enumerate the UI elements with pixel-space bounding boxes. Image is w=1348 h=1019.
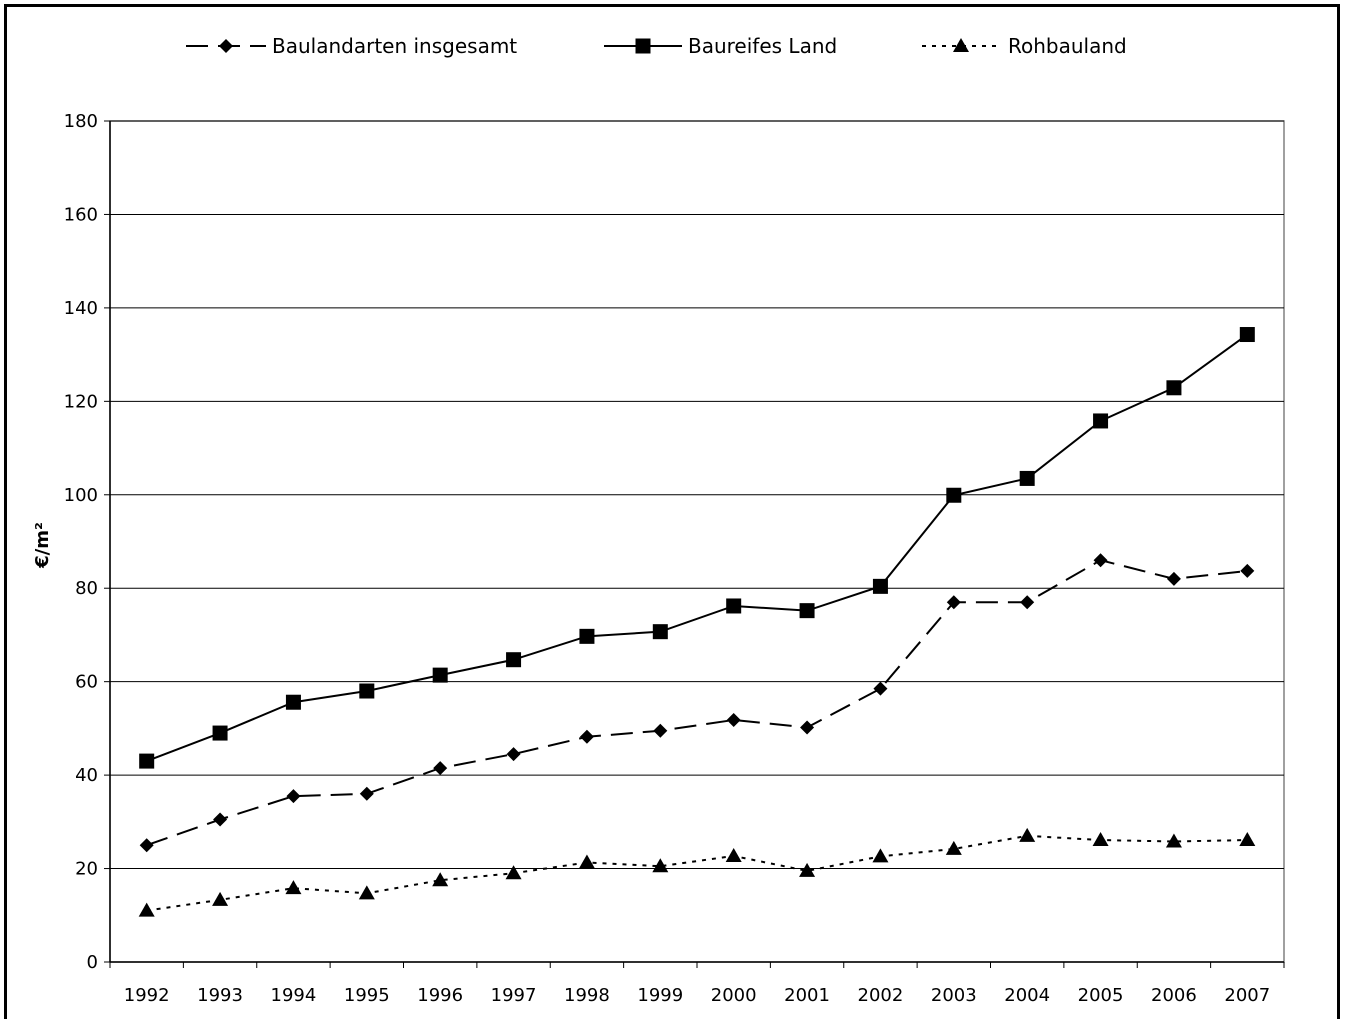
x-tick-label: 2005 bbox=[1078, 985, 1124, 1006]
axes: 0 20 40 60 80 100 120 140 160 180 1992 1993 1994 1995… bbox=[64, 111, 1285, 1006]
series-line bbox=[146, 834, 1248, 912]
data-point bbox=[138, 902, 155, 917]
y-tick-label: 0 bbox=[87, 952, 98, 973]
x-tick-label: 1994 bbox=[271, 985, 317, 1006]
x-tick-label: 1996 bbox=[417, 985, 463, 1006]
data-point bbox=[1165, 833, 1182, 848]
data-point bbox=[1166, 571, 1181, 586]
series-line bbox=[146, 333, 1248, 763]
data-point bbox=[1239, 327, 1255, 343]
y-tick-label: 40 bbox=[75, 765, 98, 786]
y-tick-label: 20 bbox=[75, 859, 98, 880]
x-tick-label: 2001 bbox=[784, 985, 830, 1006]
y-tick-label: 60 bbox=[75, 672, 98, 693]
data-point bbox=[506, 747, 521, 762]
legend-label: Rohbauland bbox=[1008, 34, 1127, 58]
data-point bbox=[725, 847, 742, 862]
data-point bbox=[1019, 827, 1036, 842]
legend-marker bbox=[219, 39, 233, 53]
data-point bbox=[579, 729, 594, 744]
data-point bbox=[1240, 563, 1255, 578]
x-tick-label: 2000 bbox=[711, 985, 757, 1006]
y-axis-title: €/m² bbox=[32, 522, 53, 569]
data-point bbox=[285, 880, 302, 895]
plot-area bbox=[109, 120, 1285, 963]
legend-item: Baulandarten insgesamt bbox=[186, 34, 517, 58]
x-tick-label: 1995 bbox=[344, 985, 390, 1006]
series-lines bbox=[138, 327, 1256, 917]
data-point bbox=[799, 603, 815, 619]
x-tick-label: 1992 bbox=[124, 985, 170, 1006]
y-tick-label: 160 bbox=[64, 204, 98, 225]
data-point bbox=[212, 891, 229, 906]
data-point bbox=[1092, 832, 1109, 847]
data-point bbox=[1093, 413, 1109, 429]
series-2 bbox=[139, 327, 1255, 769]
data-point bbox=[1239, 832, 1256, 847]
data-point bbox=[286, 789, 301, 804]
data-point bbox=[946, 595, 961, 610]
data-point bbox=[139, 838, 154, 853]
legend-item: Baureifes Land bbox=[604, 34, 837, 58]
data-point bbox=[872, 578, 888, 594]
data-point bbox=[1019, 470, 1035, 486]
series-1 bbox=[139, 553, 1255, 853]
legend-label: Baulandarten insgesamt bbox=[272, 34, 517, 58]
x-tick-label: 2003 bbox=[931, 985, 977, 1006]
data-point bbox=[873, 681, 888, 696]
data-point bbox=[579, 628, 595, 644]
legend-label: Baureifes Land bbox=[688, 34, 837, 58]
data-point bbox=[872, 848, 889, 863]
data-point bbox=[800, 720, 815, 735]
legend-marker bbox=[953, 38, 969, 52]
data-point bbox=[1166, 380, 1182, 396]
data-point bbox=[359, 786, 374, 801]
x-tick-label: 2007 bbox=[1224, 985, 1270, 1006]
data-point bbox=[213, 812, 228, 827]
data-point bbox=[1093, 553, 1108, 568]
y-tick-label: 80 bbox=[75, 578, 98, 599]
data-point bbox=[578, 854, 595, 869]
legend: Baulandarten insgesamt Baureifes Land Rohb… bbox=[186, 34, 1127, 58]
y-tick-label: 140 bbox=[64, 298, 98, 319]
x-tick-label: 1998 bbox=[564, 985, 610, 1006]
data-point bbox=[506, 652, 522, 668]
x-tick-label: 2006 bbox=[1151, 985, 1197, 1006]
x-tick-label: 1997 bbox=[491, 985, 537, 1006]
chart-frame bbox=[4, 4, 1340, 1019]
data-point bbox=[358, 885, 375, 900]
x-tick-label: 2004 bbox=[1004, 985, 1050, 1006]
gridlines bbox=[109, 120, 1285, 963]
y-tick-label: 180 bbox=[64, 111, 98, 132]
data-point bbox=[653, 723, 668, 738]
data-point bbox=[433, 761, 448, 776]
data-point bbox=[652, 624, 668, 640]
data-point bbox=[139, 753, 155, 769]
x-tick-label: 1993 bbox=[197, 985, 243, 1006]
data-point bbox=[505, 865, 522, 880]
y-tick-label: 120 bbox=[64, 391, 98, 412]
data-point bbox=[946, 487, 962, 503]
x-tick-label: 2002 bbox=[858, 985, 904, 1006]
data-point bbox=[212, 725, 228, 741]
data-point bbox=[285, 694, 301, 710]
data-point bbox=[726, 598, 742, 614]
data-point bbox=[359, 683, 375, 699]
data-point bbox=[1020, 595, 1035, 610]
legend-marker bbox=[635, 38, 651, 54]
data-point bbox=[726, 712, 741, 727]
data-point bbox=[945, 840, 962, 855]
data-point bbox=[799, 862, 816, 877]
data-point bbox=[432, 667, 448, 683]
series-line bbox=[146, 559, 1248, 847]
series-3 bbox=[138, 827, 1256, 917]
x-tick-label: 1999 bbox=[637, 985, 683, 1006]
y-tick-label: 100 bbox=[64, 485, 98, 506]
data-point bbox=[432, 872, 449, 887]
data-point bbox=[652, 858, 669, 873]
legend-item: Rohbauland bbox=[922, 34, 1127, 58]
